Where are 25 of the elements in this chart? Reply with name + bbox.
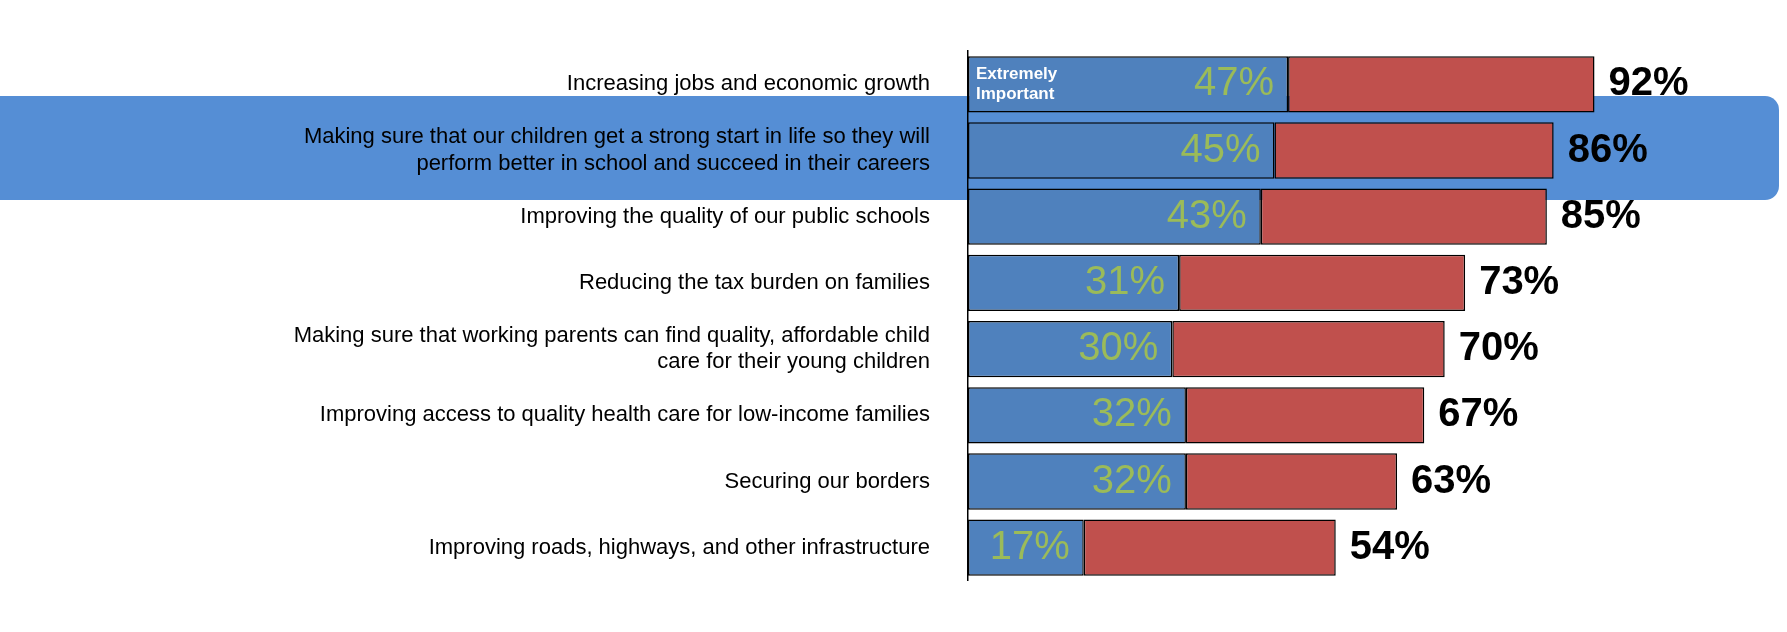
data-label: 32% <box>1091 390 1172 435</box>
data-label: 31% <box>1085 257 1166 302</box>
total-label: 73% <box>1479 257 1560 302</box>
total-label: 92% <box>1608 59 1689 104</box>
series-label: Extremely Important <box>976 63 1058 103</box>
data-label: 17% <box>989 522 1070 567</box>
total-label: 54% <box>1349 522 1430 567</box>
y-tick-label: Increasing jobs and economic growth <box>566 70 930 96</box>
y-tick-label: Improving roads, highways, and other infrastructure <box>428 533 930 559</box>
total-label: 67% <box>1438 390 1519 435</box>
total-label: 63% <box>1411 456 1492 501</box>
data-label: 47% <box>1194 59 1275 104</box>
data-label: 43% <box>1166 191 1247 236</box>
y-tick-label: Making sure that our children get a strong start in life so they will perform better in school and succeed in their careers <box>303 123 930 175</box>
data-label: 30% <box>1078 324 1159 369</box>
y-tick-label: Securing our borders <box>724 467 930 493</box>
total-label: 70% <box>1458 324 1539 369</box>
y-tick-label: Making sure that working parents can find quality, affordable child care for their young children <box>293 321 930 374</box>
y-tick-label: Improving the quality of our public schools <box>520 202 930 228</box>
data-label: 45% <box>1180 125 1261 170</box>
y-tick-label: Reducing the tax burden on families <box>579 268 930 294</box>
y-tick-label: Improving access to quality health care for low-income families <box>319 401 930 427</box>
total-label: 85% <box>1560 191 1641 236</box>
total-label: 86% <box>1567 125 1648 170</box>
data-label: 32% <box>1091 456 1172 501</box>
